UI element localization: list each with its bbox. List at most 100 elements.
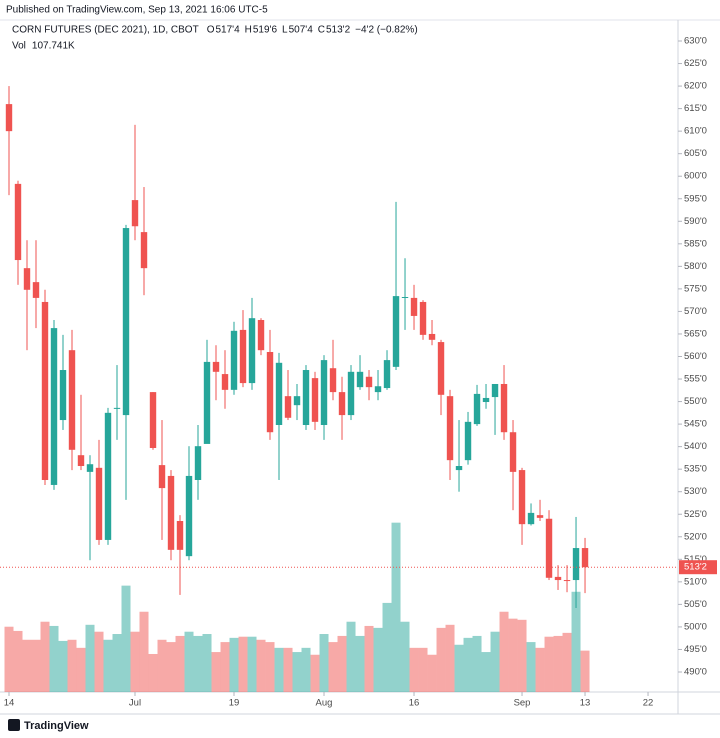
volume-bar bbox=[13, 630, 23, 692]
candle-body bbox=[104, 412, 112, 540]
candle-body bbox=[68, 350, 76, 450]
volume-bar bbox=[112, 634, 122, 692]
volume-bar bbox=[499, 611, 509, 692]
y-tick-label: 545'0 bbox=[684, 419, 707, 430]
candle-body bbox=[545, 518, 553, 578]
y-tick-label: 495'0 bbox=[684, 644, 707, 655]
volume-bar bbox=[346, 621, 356, 692]
candle-body bbox=[374, 386, 382, 393]
candle-body bbox=[284, 396, 292, 418]
ohlc-value: 519'6 bbox=[253, 25, 278, 36]
volume-bar bbox=[76, 647, 86, 692]
candle-body bbox=[122, 228, 130, 416]
ohlc-key: C bbox=[318, 25, 325, 36]
volume-key: Vol bbox=[12, 41, 26, 52]
volume-bar bbox=[454, 644, 464, 692]
x-tick-label: 22 bbox=[643, 698, 654, 709]
last-price-box bbox=[679, 560, 717, 575]
volume-bar bbox=[319, 634, 329, 692]
volume-bar bbox=[490, 631, 500, 692]
candle-body bbox=[455, 466, 463, 471]
y-tick-label: 530'0 bbox=[684, 486, 707, 497]
candle-body bbox=[275, 362, 283, 426]
candle-body bbox=[293, 396, 301, 406]
candle-body bbox=[95, 467, 103, 540]
y-tick-label: 605'0 bbox=[684, 148, 707, 159]
volume-bar bbox=[67, 639, 77, 692]
candle-body bbox=[14, 183, 22, 261]
volume-bar bbox=[535, 647, 545, 692]
x-tick-label: Aug bbox=[316, 698, 333, 709]
y-tick-label: 565'0 bbox=[684, 328, 707, 339]
volume-bar bbox=[103, 639, 113, 692]
volume-bar bbox=[238, 636, 248, 692]
volume-bar bbox=[517, 619, 527, 692]
volume-bar bbox=[283, 647, 293, 692]
x-tick-label: Jul bbox=[129, 698, 141, 709]
volume-bar bbox=[310, 654, 320, 692]
candle-body bbox=[356, 371, 364, 388]
volume-bar bbox=[337, 635, 347, 692]
candle-body bbox=[428, 333, 436, 340]
candle-body bbox=[302, 370, 310, 426]
volume-bar bbox=[22, 639, 32, 692]
candle-body bbox=[500, 383, 508, 433]
volume-bar bbox=[409, 647, 419, 692]
volume-bar bbox=[355, 635, 365, 692]
candle-body bbox=[473, 393, 481, 425]
volume-bar bbox=[481, 652, 491, 692]
candle-body bbox=[257, 319, 265, 351]
volume-bar bbox=[553, 635, 563, 692]
candle-body bbox=[149, 392, 157, 448]
change-value: −4'2 (−0.82%) bbox=[355, 25, 418, 36]
candle-body bbox=[131, 200, 139, 227]
volume-bar bbox=[274, 647, 284, 692]
y-tick-label: 535'0 bbox=[684, 464, 707, 475]
x-tick-label: Sep bbox=[514, 698, 531, 709]
ohlc-value: 507'4 bbox=[289, 25, 314, 36]
volume-bar bbox=[400, 621, 410, 692]
candle-body bbox=[320, 360, 328, 426]
candle-body bbox=[59, 370, 67, 421]
candle-body bbox=[239, 329, 247, 384]
x-tick-label: 14 bbox=[4, 698, 15, 709]
candle-body bbox=[572, 548, 580, 581]
candle-body bbox=[311, 378, 319, 422]
candle-body bbox=[158, 465, 166, 489]
y-tick-label: 555'0 bbox=[684, 374, 707, 385]
candle-body bbox=[464, 421, 472, 461]
volume-bar bbox=[301, 647, 311, 692]
candle-body bbox=[230, 330, 238, 390]
ohlc-key: O bbox=[207, 25, 215, 36]
y-tick-label: 580'0 bbox=[684, 261, 707, 272]
volume-bar bbox=[427, 654, 437, 692]
candle-body bbox=[41, 301, 49, 480]
y-tick-label: 625'0 bbox=[684, 58, 707, 69]
candle-body bbox=[50, 328, 58, 485]
candle-body bbox=[212, 361, 220, 372]
y-tick-label: 630'0 bbox=[684, 36, 707, 47]
volume-bar bbox=[328, 642, 338, 692]
volume-bar bbox=[202, 634, 212, 692]
volume-bar bbox=[373, 627, 383, 692]
brand-logo: TradingView bbox=[8, 719, 89, 732]
volume-bar bbox=[157, 639, 167, 692]
y-tick-label: 590'0 bbox=[684, 216, 707, 227]
volume-bar bbox=[418, 647, 428, 692]
y-tick-label: 615'0 bbox=[684, 103, 707, 114]
x-tick-label: 19 bbox=[229, 698, 240, 709]
candle-body bbox=[23, 268, 31, 290]
candle-body bbox=[446, 396, 454, 461]
brand-text: TradingView bbox=[24, 720, 89, 732]
volume-bar bbox=[229, 637, 239, 692]
y-tick-label: 515'0 bbox=[684, 554, 707, 565]
published-note: Published on TradingView.com, Sep 13, 20… bbox=[6, 5, 268, 16]
volume-bar bbox=[247, 636, 257, 692]
candle-body bbox=[482, 397, 490, 403]
ohlc-key: L bbox=[282, 25, 288, 36]
candle-body bbox=[32, 282, 40, 298]
volume-bar bbox=[193, 635, 203, 692]
candle-body bbox=[581, 548, 589, 568]
candle-body bbox=[113, 407, 121, 409]
